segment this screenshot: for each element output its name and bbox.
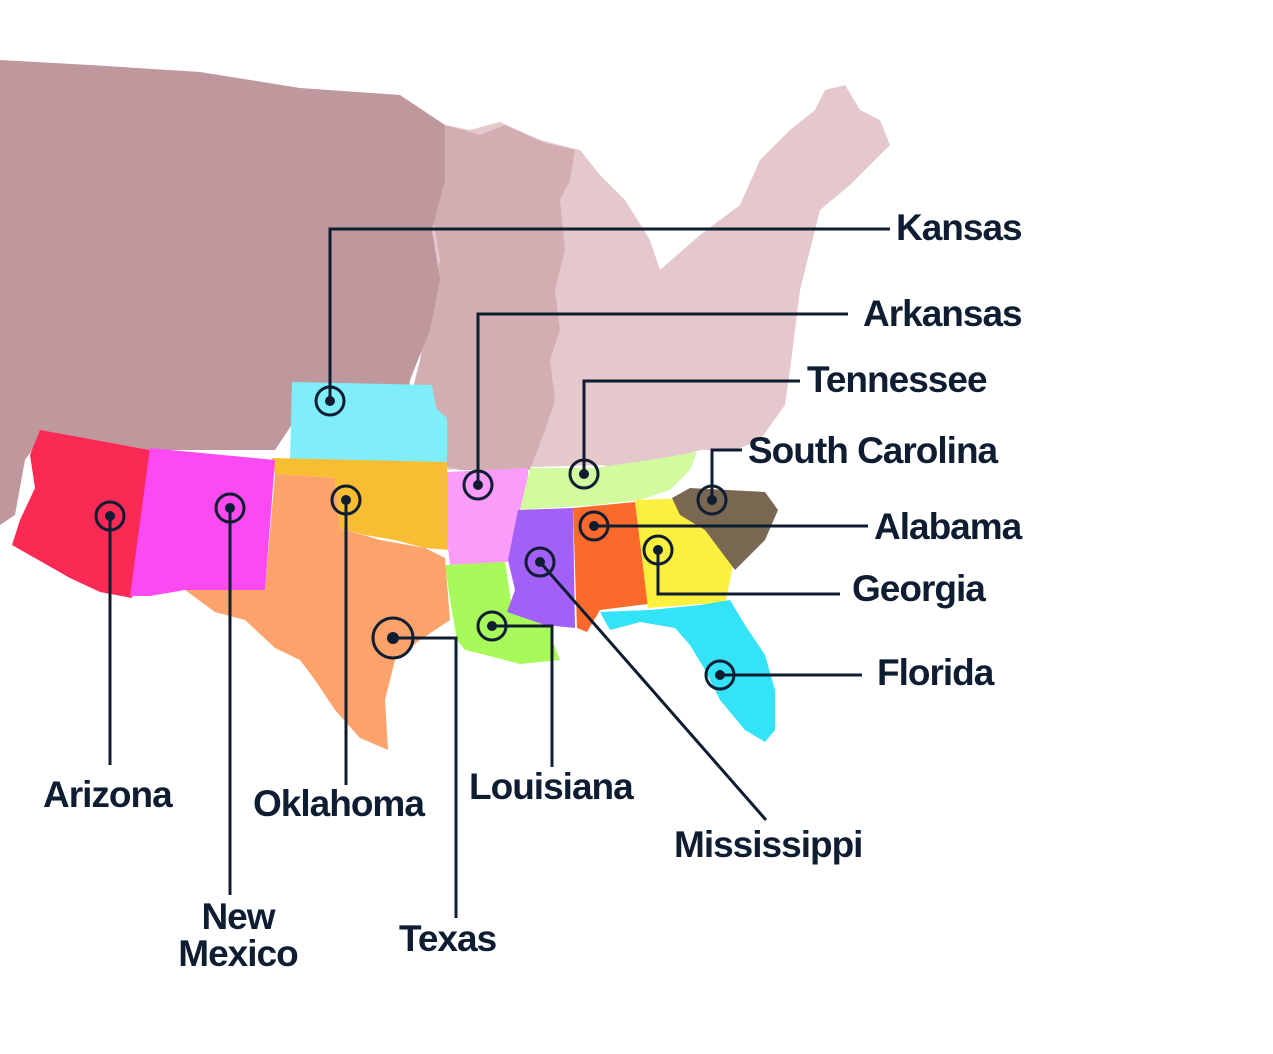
marker-alabama (578, 510, 610, 542)
marker-south-carolina (696, 484, 728, 516)
marker-georgia (642, 534, 674, 566)
marker-florida (704, 659, 736, 691)
dot-oklahoma (341, 495, 351, 505)
label-oklahoma: Oklahoma (253, 783, 425, 824)
leader-south-carolina (710, 448, 742, 500)
state-alabama (573, 502, 648, 632)
dot-florida (715, 670, 725, 680)
dot-tennessee (579, 469, 589, 479)
label-louisiana: Louisiana (469, 766, 634, 807)
dot-alabama (589, 521, 599, 531)
leader-arkansas (476, 312, 848, 485)
state-louisiana (445, 562, 560, 664)
state-mississippi (507, 508, 575, 628)
label-tennessee: Tennessee (807, 359, 988, 400)
label-texas: Texas (399, 918, 497, 959)
label-georgia: Georgia (852, 568, 986, 609)
leader-tennessee (582, 379, 800, 474)
state-kansas (290, 382, 447, 470)
label-south-carolina: South Carolina (748, 430, 998, 471)
leader-louisiana (492, 624, 554, 767)
marker-oklahoma (330, 484, 362, 516)
label-alabama: Alabama (874, 506, 1022, 547)
dot-south-carolina (707, 495, 717, 505)
state-florida (600, 600, 775, 742)
region-midwest (410, 125, 575, 470)
leader-lines (108, 227, 890, 918)
label-new-mexico-line2: Mexico (178, 933, 298, 974)
label-new-mexico: New Mexico (178, 898, 298, 972)
label-mississippi: Mississippi (674, 824, 863, 865)
label-arizona: Arizona (43, 774, 173, 815)
dot-arizona (105, 511, 115, 521)
state-tennessee (520, 452, 697, 510)
marker-kansas (314, 385, 346, 417)
marker-new-mexico (214, 492, 246, 524)
leader-texas (393, 636, 458, 918)
label-kansas: Kansas (896, 207, 1023, 248)
dot-louisiana (487, 621, 497, 631)
state-south-carolina (672, 488, 778, 570)
marker-texas (371, 616, 415, 660)
marker-tennessee (568, 458, 600, 490)
state-new-mexico (130, 448, 275, 596)
marker-arkansas (462, 469, 494, 501)
dot-georgia (653, 545, 663, 555)
dot-new-mexico (225, 503, 235, 513)
label-new-mexico-line1: New (201, 896, 275, 937)
marker-mississippi (524, 546, 556, 578)
dot-mississippi (535, 557, 545, 567)
dot-texas (387, 632, 399, 644)
leader-mississippi (538, 561, 768, 821)
marker-dots (105, 396, 725, 680)
dot-arkansas (473, 480, 483, 490)
markers (94, 385, 736, 691)
marker-arizona (94, 500, 126, 532)
state-arizona (12, 430, 150, 598)
marker-louisiana (476, 610, 508, 642)
dot-kansas (325, 396, 335, 406)
state-texas (185, 474, 450, 750)
leader-kansas (328, 227, 890, 401)
label-florida: Florida (877, 652, 994, 693)
label-arkansas: Arkansas (863, 293, 1023, 334)
